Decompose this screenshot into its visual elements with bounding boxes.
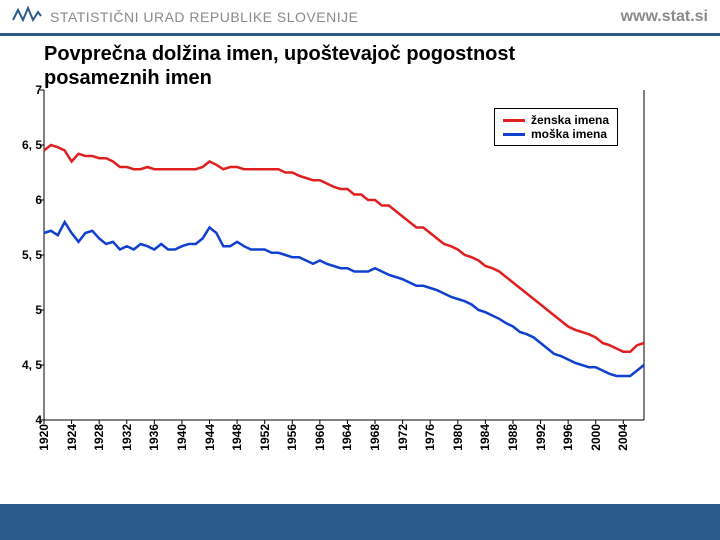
header: STATISTIČNI URAD REPUBLIKE SLOVENIJE www… — [0, 0, 720, 36]
x-tick-label: 1988 — [506, 424, 520, 451]
legend-swatch — [503, 119, 525, 122]
x-tick-label: 2004 — [616, 424, 630, 451]
y-tick-label: 7 — [35, 83, 42, 97]
x-tick-label: 1932 — [120, 424, 134, 451]
chart-title: Povprečna dolžina imen, upoštevajoč pogo… — [0, 36, 720, 92]
footer-bar — [0, 504, 720, 540]
x-tick-label: 1980 — [451, 424, 465, 451]
chart-area: 44, 555, 566, 57 19201924192819321936194… — [44, 90, 644, 420]
x-tick-label: 1940 — [175, 424, 189, 451]
y-axis-labels: 44, 555, 566, 57 — [14, 90, 42, 420]
x-tick-label: 1996 — [561, 424, 575, 451]
x-tick-label: 1972 — [396, 424, 410, 451]
x-tick-label: 1992 — [534, 424, 548, 451]
x-tick-label: 1924 — [65, 424, 79, 451]
legend: ženska imenamoška imena — [494, 108, 618, 146]
x-tick-label: 1936 — [147, 424, 161, 451]
title-line1: Povprečna dolžina imen, upoštevajoč pogo… — [44, 42, 676, 66]
x-tick-label: 1960 — [313, 424, 327, 451]
x-tick-label: 2000 — [589, 424, 603, 451]
org-name: STATISTIČNI URAD REPUBLIKE SLOVENIJE — [50, 9, 358, 25]
x-tick-label: 1920 — [37, 424, 51, 451]
x-tick-label: 1956 — [285, 424, 299, 451]
x-tick-label: 1944 — [203, 424, 217, 451]
legend-item: moška imena — [503, 127, 609, 141]
x-tick-label: 1976 — [423, 424, 437, 451]
y-tick-label: 6 — [35, 193, 42, 207]
y-tick-label: 5, 5 — [22, 248, 42, 262]
x-tick-label: 1984 — [478, 424, 492, 451]
legend-label: moška imena — [531, 127, 607, 141]
x-tick-label: 1948 — [230, 424, 244, 451]
x-tick-label: 1964 — [340, 424, 354, 451]
y-tick-label: 4, 5 — [22, 358, 42, 372]
x-tick-label: 1968 — [368, 424, 382, 451]
x-tick-label: 1952 — [258, 424, 272, 451]
logo-icon — [12, 4, 42, 29]
legend-label: ženska imena — [531, 113, 609, 127]
title-line2: posameznih imen — [44, 66, 676, 90]
y-tick-label: 5 — [35, 303, 42, 317]
x-tick-label: 1928 — [92, 424, 106, 451]
site-url: www.stat.si — [621, 8, 708, 26]
legend-item: ženska imena — [503, 113, 609, 127]
legend-swatch — [503, 133, 525, 136]
y-tick-label: 6, 5 — [22, 138, 42, 152]
